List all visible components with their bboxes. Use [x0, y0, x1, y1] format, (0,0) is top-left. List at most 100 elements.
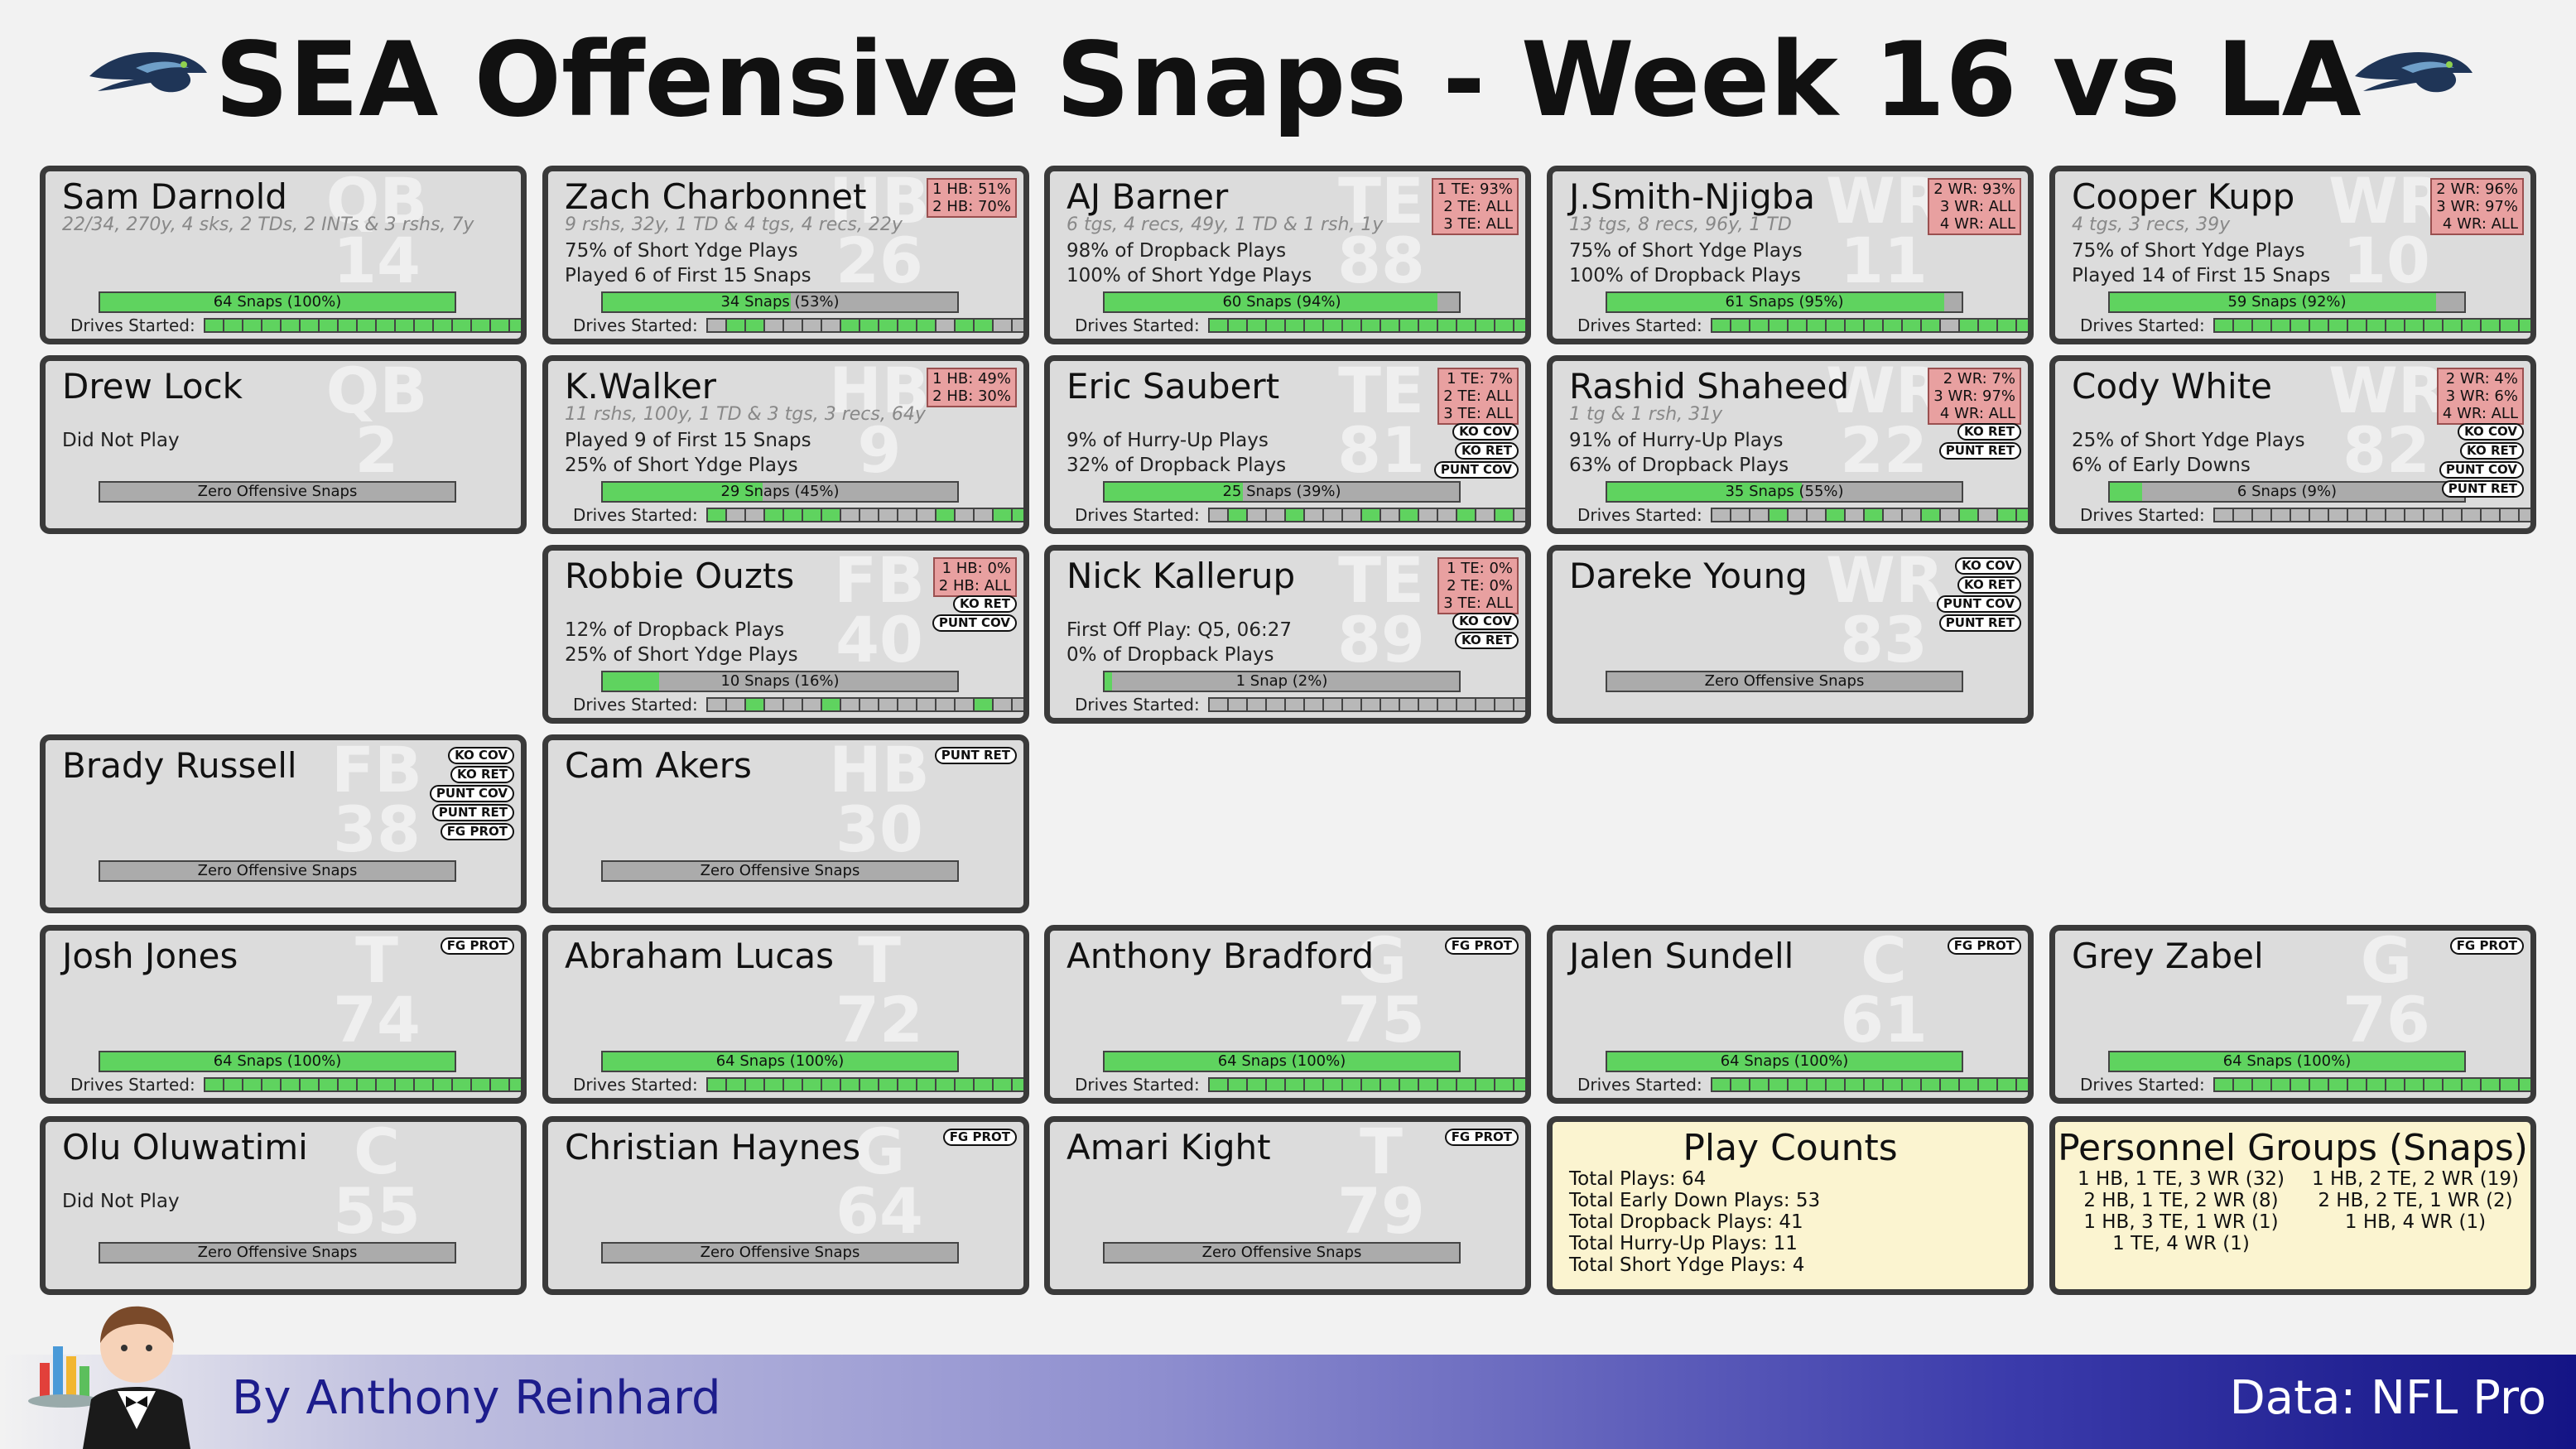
- special-teams-badge: FG PROT: [1444, 937, 1519, 955]
- position-label: T: [1360, 1116, 1403, 1188]
- snap-bar-fill: [1105, 483, 1243, 501]
- drive-segment: [859, 699, 879, 710]
- snap-count-label: Zero Offensive Snaps: [700, 1244, 860, 1261]
- player-card: FB 38 Brady Russell KO COV KO RET PUNT COV PUN…: [40, 734, 527, 913]
- jersey-watermark: HB 30: [821, 740, 937, 861]
- position-share-badge: 2 WR: 93% 3 WR: ALL 4 WR: ALL: [1928, 178, 2021, 235]
- drive-segment: [2016, 320, 2028, 331]
- drive-segment: [2016, 509, 2028, 521]
- drive-segment: [1266, 509, 1286, 521]
- drive-segment: [993, 699, 1013, 710]
- drive-segment: [1769, 320, 1789, 331]
- drives-started: Drives Started:: [1075, 695, 1525, 715]
- snap-count-label: 29 Snaps (45%): [720, 483, 840, 500]
- snap-count-label: 64 Snaps (100%): [1720, 1052, 1849, 1070]
- drives-track: [1710, 1077, 2028, 1092]
- player-name: Abraham Lucas: [565, 936, 835, 976]
- snap-bar: 6 Snaps (9%): [2108, 481, 2466, 503]
- drive-segment: [726, 1079, 746, 1090]
- player-note: 12% of Dropback Plays: [565, 619, 785, 641]
- player-name: Grey Zabel: [2072, 936, 2264, 976]
- position-label: FB: [331, 734, 422, 806]
- jersey-number: 64: [835, 1174, 923, 1248]
- drive-segment: [936, 699, 956, 710]
- player-note: 25% of Short Ydge Plays: [565, 455, 798, 476]
- drive-segment: [2367, 1079, 2386, 1090]
- special-teams-badge: FG PROT: [942, 1129, 1017, 1146]
- drive-segment: [840, 320, 860, 331]
- drive-segment: [2405, 1079, 2424, 1090]
- drive-segment: [859, 320, 879, 331]
- drive-segment: [1845, 509, 1865, 521]
- drive-segment: [802, 509, 822, 521]
- drive-segment: [338, 320, 358, 331]
- drive-segment: [2290, 509, 2310, 521]
- drive-segment: [2462, 320, 2482, 331]
- drive-segment: [1940, 1079, 1960, 1090]
- drive-segment: [433, 1079, 453, 1090]
- page-title: SEA Offensive Snaps - Week 16 vs LA: [214, 21, 2362, 140]
- player-note: 63% of Dropback Plays: [1569, 455, 1789, 476]
- player-name: Brady Russell: [62, 745, 297, 786]
- player-card: HB 9 K.Walker 11 rshs, 100y, 1 TD & 3 tgs, …: [542, 355, 1029, 534]
- position-label: C: [1861, 925, 1907, 997]
- personnel-groups-panel: Personnel Groups (Snaps) 1 HB, 1 TE, 3 W…: [2049, 1116, 2536, 1295]
- player-stat-line: 11 rshs, 100y, 1 TD & 3 tgs, 3 recs, 64y: [565, 404, 926, 425]
- drive-segment: [802, 320, 822, 331]
- special-teams-badges: FG PROT: [1947, 937, 2021, 955]
- drive-segment: [2347, 509, 2367, 521]
- drive-segment: [764, 320, 784, 331]
- drive-segment: [1788, 509, 1808, 521]
- seahawks-logo-right: [2355, 52, 2472, 93]
- drive-segment: [955, 1079, 975, 1090]
- drive-segment: [726, 320, 746, 331]
- jersey-number: 55: [333, 1174, 421, 1248]
- snap-count-label: 10 Snaps (16%): [720, 672, 840, 690]
- drive-segment: [745, 1079, 765, 1090]
- drive-segment: [2443, 320, 2463, 331]
- drive-segment: [1228, 509, 1248, 521]
- drive-segment: [1883, 320, 1903, 331]
- special-teams-badge: KO RET: [1957, 576, 2021, 594]
- drive-segment: [1826, 509, 1846, 521]
- drive-segment: [2309, 320, 2329, 331]
- snap-bar: 1 Snap (2%): [1103, 671, 1461, 692]
- drive-segment: [2233, 509, 2253, 521]
- player-name: Anthony Bradford: [1067, 936, 1375, 976]
- drive-segment: [1921, 1079, 1941, 1090]
- jersey-watermark: HB 9: [821, 361, 937, 482]
- play-count-item: Total Hurry-Up Plays: 11: [1569, 1233, 1798, 1254]
- drive-segment: [2290, 320, 2310, 331]
- drive-segment: [1514, 320, 1525, 331]
- special-teams-badge: KO RET: [2460, 442, 2524, 460]
- player-card: WR 11 J.Smith-Njigba 13 tgs, 8 recs, 96y, 1…: [1547, 166, 2034, 344]
- snap-bar: 29 Snaps (45%): [601, 481, 959, 503]
- snap-bar: 10 Snaps (16%): [601, 671, 959, 692]
- jersey-number: 89: [1337, 603, 1425, 676]
- drive-segment: [2214, 1079, 2234, 1090]
- drives-started: Drives Started:: [1075, 1075, 1525, 1095]
- position-share-badge: 1 HB: 49% 2 HB: 30%: [927, 368, 1017, 407]
- drive-segment: [1712, 320, 1731, 331]
- drive-segment: [243, 1079, 262, 1090]
- drive-segment: [262, 1079, 282, 1090]
- personnel-item: 1 HB, 3 TE, 1 WR (1): [2083, 1211, 2279, 1233]
- drive-segment: [1418, 320, 1438, 331]
- personnel-col-1: 1 HB, 1 TE, 3 WR (32) 2 HB, 1 TE, 2 WR (…: [2065, 1168, 2297, 1254]
- snap-bar: Zero Offensive Snaps: [601, 860, 959, 882]
- drive-segment: [471, 1079, 491, 1090]
- drives-label: Drives Started:: [573, 1075, 698, 1095]
- drives-track: [1207, 318, 1525, 333]
- special-teams-badge: PUNT COV: [429, 785, 514, 802]
- personnel-item: 1 HB, 2 TE, 2 WR (19): [2312, 1168, 2519, 1190]
- special-teams-badge: PUNT RET: [1938, 614, 2021, 632]
- position-label: T: [858, 925, 901, 997]
- special-teams-badge: KO COV: [1452, 423, 1519, 440]
- player-card: TE 81 Eric Saubert 9% of Hurry-Up Plays 32% …: [1044, 355, 1531, 534]
- special-teams-badge: FG PROT: [1444, 1129, 1519, 1146]
- player-name: Jalen Sundell: [1569, 936, 1794, 976]
- drive-segment: [414, 320, 434, 331]
- drive-segment: [509, 320, 521, 331]
- drive-segment: [936, 1079, 956, 1090]
- drive-segment: [1323, 509, 1343, 521]
